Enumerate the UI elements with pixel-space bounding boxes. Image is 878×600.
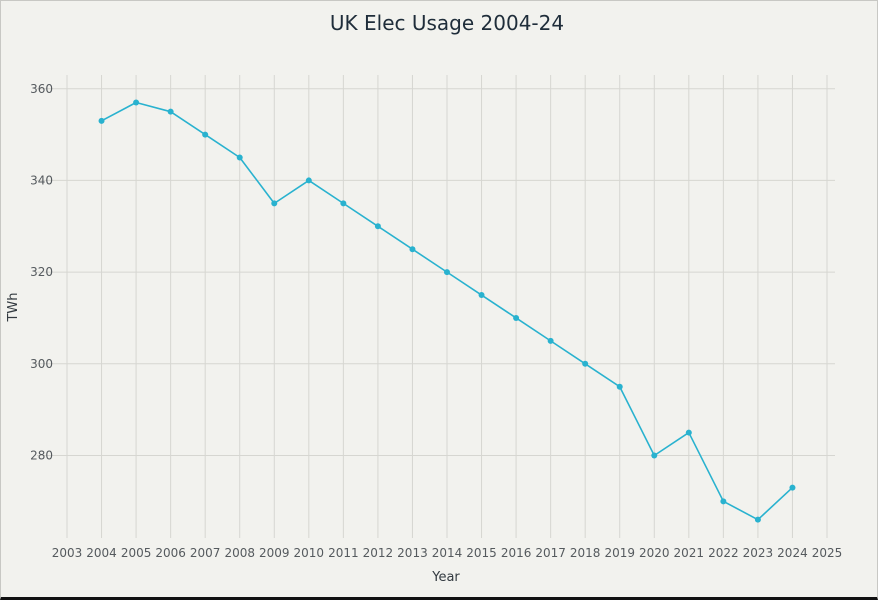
data-point[interactable] — [305, 177, 312, 184]
x-tick-label: 2013 — [397, 546, 428, 560]
y-axis-title: TWh — [6, 292, 21, 322]
y-tick-label: 320 — [30, 265, 53, 279]
x-tick-label: 2008 — [224, 546, 255, 560]
data-point[interactable] — [513, 314, 520, 321]
x-tick-label: 2005 — [121, 546, 152, 560]
data-point[interactable] — [685, 429, 692, 436]
data-point[interactable] — [98, 117, 105, 124]
x-tick-label: 2023 — [743, 546, 774, 560]
x-tick-label: 2017 — [535, 546, 566, 560]
x-tick-label: 2009 — [259, 546, 290, 560]
data-point[interactable] — [133, 99, 140, 106]
data-point[interactable] — [754, 516, 761, 523]
y-tick-label: 300 — [30, 357, 53, 371]
x-tick-label: 2015 — [466, 546, 497, 560]
grid — [37, 75, 835, 538]
x-tick-label: 2012 — [363, 546, 394, 560]
x-tick-label: 2004 — [86, 546, 117, 560]
x-tick-label: 2019 — [604, 546, 635, 560]
data-point[interactable] — [202, 131, 209, 138]
data-point[interactable] — [340, 200, 347, 207]
data-point[interactable] — [167, 108, 174, 115]
x-tick-label: 2024 — [777, 546, 808, 560]
series-layer — [98, 99, 796, 523]
x-tick-label: 2018 — [570, 546, 601, 560]
data-point[interactable] — [789, 484, 796, 491]
x-tick-label: 2006 — [155, 546, 186, 560]
y-tick-label: 280 — [30, 448, 53, 462]
x-tick-label: 2021 — [674, 546, 705, 560]
x-tick-label: 2014 — [432, 546, 463, 560]
data-point[interactable] — [444, 269, 450, 276]
data-point[interactable] — [582, 360, 589, 367]
y-axis-ticks: 280 300 320 340 360 — [30, 82, 53, 463]
x-axis-ticks: 2003 2004 2005 2006 2007 2008 2009 2010 2011 2012… — [52, 546, 843, 560]
chart-title: UK Elec Usage 2004-24 — [330, 11, 564, 35]
data-point[interactable] — [374, 223, 381, 230]
data-point[interactable] — [616, 383, 623, 390]
x-axis-title: Year — [431, 570, 460, 585]
data-point[interactable] — [547, 337, 554, 344]
x-tick-label: 2003 — [52, 546, 83, 560]
data-point[interactable] — [478, 292, 485, 299]
x-tick-label: 2016 — [501, 546, 532, 560]
x-tick-label: 2022 — [708, 546, 739, 560]
y-tick-label: 360 — [30, 82, 53, 96]
x-tick-label: 2007 — [190, 546, 221, 560]
data-point[interactable] — [651, 452, 658, 459]
y-tick-label: 340 — [30, 173, 53, 187]
data-point[interactable] — [236, 154, 243, 161]
x-tick-label: 2025 — [812, 546, 843, 560]
x-tick-label: 2011 — [328, 546, 359, 560]
x-tick-label: 2010 — [294, 546, 325, 560]
data-point[interactable] — [271, 200, 278, 207]
x-tick-label: 2020 — [639, 546, 670, 560]
data-point[interactable] — [720, 498, 727, 505]
data-point[interactable] — [409, 246, 416, 253]
